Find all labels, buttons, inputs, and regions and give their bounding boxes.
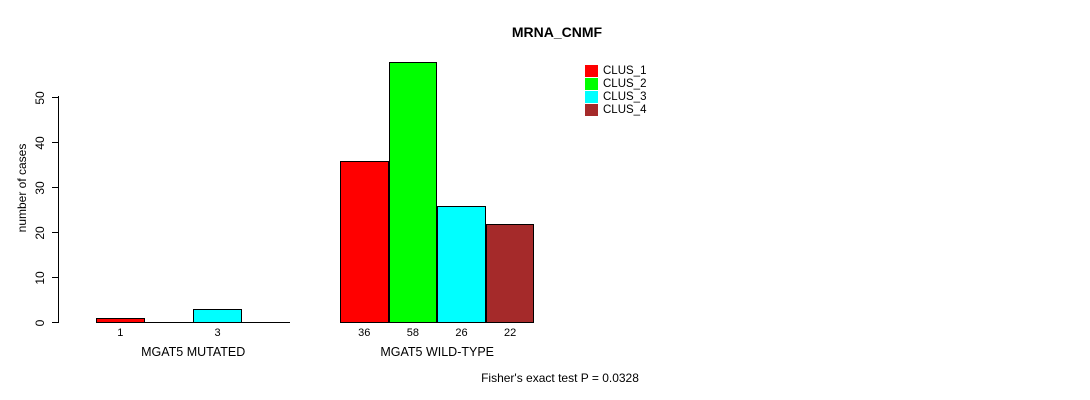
y-tick-label: 40: [33, 135, 47, 150]
x-group-label: MGAT5 MUTATED: [141, 345, 246, 359]
y-tick-mark: [52, 231, 58, 234]
y-tick-mark: [52, 96, 58, 99]
bar-clus_1-group2: [340, 160, 389, 324]
y-tick-label: 20: [33, 225, 47, 240]
bar-clus_1-group1: [96, 318, 145, 324]
y-axis-label: number of cases: [15, 143, 29, 233]
legend-swatch-icon: [585, 90, 598, 103]
y-tick-mark: [52, 141, 58, 144]
bar-clus_3-group2: [437, 205, 486, 324]
y-axis-line: [58, 96, 60, 323]
legend-label: CLUS_1: [603, 64, 647, 77]
legend-item: CLUS_3: [585, 90, 646, 103]
y-tick-label: 50: [33, 90, 47, 105]
bar-value-label: 22: [503, 327, 517, 339]
legend-swatch-icon: [585, 103, 598, 116]
bar-value-label: 36: [358, 327, 371, 339]
bar-clus_3-group1: [193, 309, 242, 324]
bar-value-label: 1: [117, 327, 124, 339]
bar-value-label: 58: [406, 327, 420, 339]
bar-clus_4-group2: [485, 223, 535, 324]
annotation-text: Fisher's exact test P = 0.0328: [481, 371, 639, 385]
legend: CLUS_1 CLUS_2 CLUS_3 CLUS_4: [585, 64, 646, 116]
legend-swatch-icon: [585, 77, 598, 90]
y-tick-mark: [52, 276, 58, 279]
y-tick-label: 0: [33, 319, 47, 326]
y-tick-mark: [52, 321, 58, 324]
legend-item: CLUS_4: [585, 103, 646, 116]
legend-label: CLUS_3: [603, 90, 647, 103]
y-tick-mark: [52, 186, 58, 189]
legend-swatch-icon: [585, 64, 598, 77]
chart-title: MRNA_CNMF: [511, 24, 603, 40]
y-tick-label: 30: [33, 180, 47, 195]
legend-label: CLUS_4: [603, 103, 647, 116]
bar-clus_2-group2: [388, 61, 438, 324]
y-tick-label: 10: [33, 270, 47, 285]
legend-item: CLUS_1: [585, 64, 646, 77]
x-group-label: MGAT5 WILD-TYPE: [380, 345, 495, 359]
bar-value-label: 26: [455, 327, 468, 339]
bar-value-label: 3: [214, 327, 221, 339]
legend-item: CLUS_2: [585, 77, 646, 90]
legend-label: CLUS_2: [603, 77, 647, 90]
